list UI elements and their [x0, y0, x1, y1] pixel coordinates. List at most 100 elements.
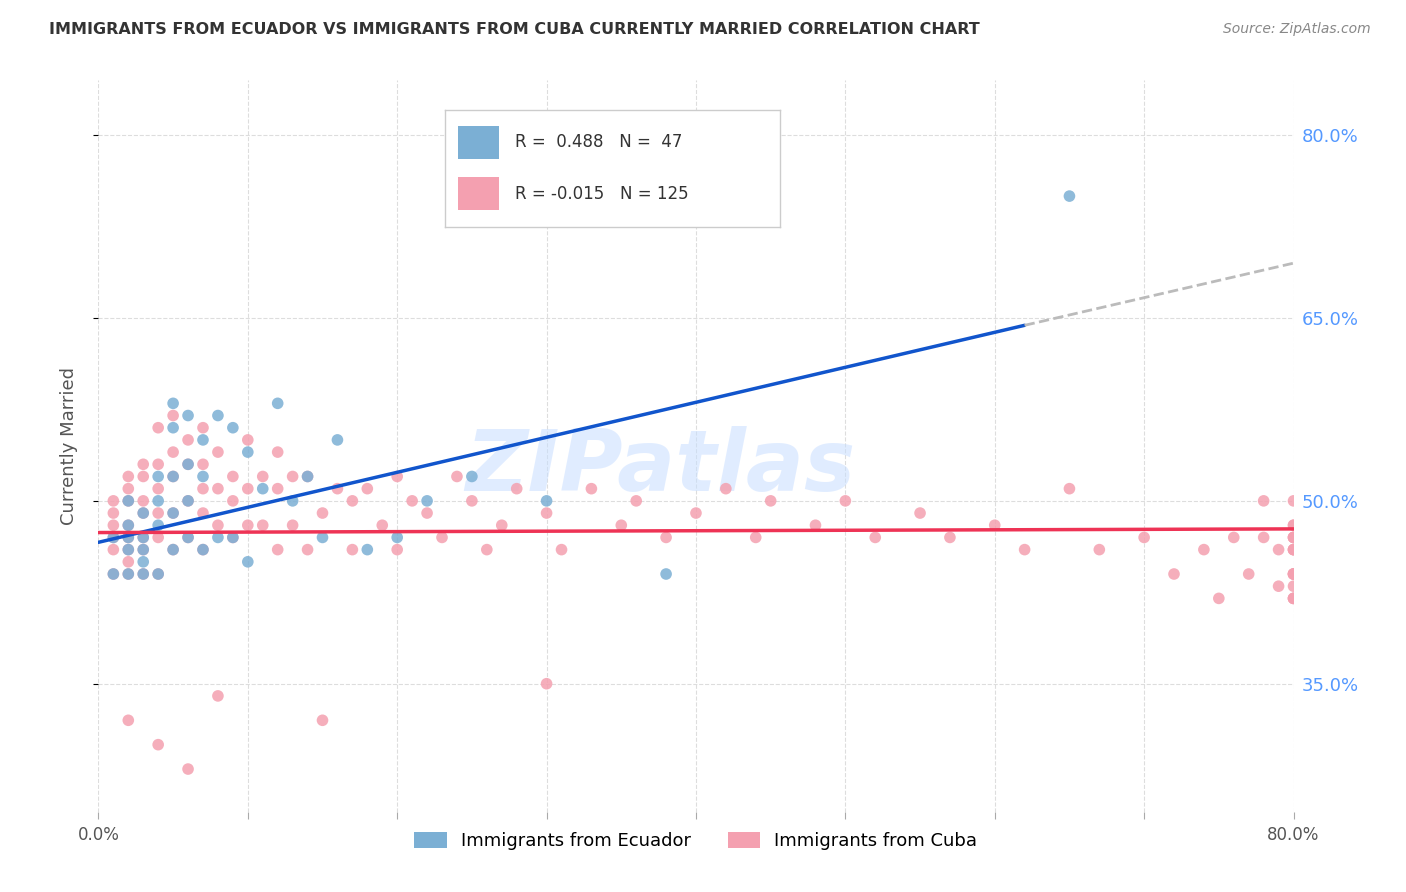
Point [103, 542, 125, 557]
Point [297, 542, 319, 557]
Point [461, 469, 484, 483]
Point [117, 555, 139, 569]
Point [610, 518, 633, 533]
Point [714, 482, 737, 496]
Point [865, 530, 887, 544]
Point [236, 445, 259, 459]
Point [581, 482, 603, 496]
Point [326, 482, 349, 496]
Point [385, 469, 409, 483]
Point [416, 493, 439, 508]
Point [804, 518, 827, 533]
Point [222, 530, 245, 544]
Point [207, 518, 229, 533]
Point [103, 518, 125, 533]
Point [148, 567, 170, 582]
Point [655, 530, 678, 544]
Point [207, 409, 229, 423]
Point [1223, 530, 1246, 544]
Point [506, 482, 529, 496]
Point [148, 482, 170, 496]
Point [162, 542, 184, 557]
Point [1267, 542, 1289, 557]
Point [191, 469, 214, 483]
Point [117, 493, 139, 508]
Point [267, 445, 290, 459]
Point [177, 409, 200, 423]
Point [207, 689, 229, 703]
Point [342, 493, 364, 508]
Point [1282, 542, 1305, 557]
Point [103, 567, 125, 582]
Point [1237, 567, 1260, 582]
Point [1253, 530, 1275, 544]
Point [371, 518, 394, 533]
Point [148, 530, 170, 544]
Point [222, 530, 245, 544]
Point [281, 469, 304, 483]
Point [236, 482, 259, 496]
Point [1059, 189, 1081, 203]
Point [148, 506, 170, 520]
Point [1088, 542, 1111, 557]
Point [252, 518, 274, 533]
Point [939, 530, 962, 544]
Point [401, 493, 423, 508]
Point [1133, 530, 1156, 544]
Y-axis label: Currently Married: Currently Married [59, 367, 77, 525]
Point [297, 469, 319, 483]
Point [311, 506, 333, 520]
Text: ZIPatlas: ZIPatlas [465, 426, 855, 509]
Point [475, 542, 498, 557]
Point [162, 409, 184, 423]
Point [1282, 518, 1305, 533]
Point [191, 482, 214, 496]
Point [385, 542, 409, 557]
Point [177, 493, 200, 508]
Point [117, 567, 139, 582]
Point [1192, 542, 1215, 557]
Point [207, 482, 229, 496]
Point [759, 493, 782, 508]
Point [1163, 567, 1185, 582]
Point [1282, 530, 1305, 544]
Point [191, 542, 214, 557]
Point [132, 469, 155, 483]
Point [132, 542, 155, 557]
Point [267, 396, 290, 410]
Point [117, 542, 139, 557]
Point [1282, 530, 1305, 544]
Point [326, 433, 349, 447]
Point [148, 493, 170, 508]
Point [1014, 542, 1036, 557]
Point [207, 445, 229, 459]
Point [1253, 493, 1275, 508]
Point [1282, 518, 1305, 533]
Point [148, 567, 170, 582]
Point [117, 482, 139, 496]
Point [177, 457, 200, 471]
Point [222, 420, 245, 434]
Point [191, 542, 214, 557]
Point [1282, 591, 1305, 606]
Point [1059, 482, 1081, 496]
Point [984, 518, 1007, 533]
Point [117, 518, 139, 533]
Point [132, 567, 155, 582]
Text: IMMIGRANTS FROM ECUADOR VS IMMIGRANTS FROM CUBA CURRENTLY MARRIED CORRELATION CH: IMMIGRANTS FROM ECUADOR VS IMMIGRANTS FR… [49, 22, 980, 37]
Legend: Immigrants from Ecuador, Immigrants from Cuba: Immigrants from Ecuador, Immigrants from… [408, 825, 984, 857]
Point [908, 506, 931, 520]
Point [162, 542, 184, 557]
Point [117, 567, 139, 582]
Point [132, 530, 155, 544]
Point [148, 518, 170, 533]
Text: Source: ZipAtlas.com: Source: ZipAtlas.com [1223, 22, 1371, 37]
Point [356, 542, 378, 557]
Point [103, 567, 125, 582]
Point [491, 518, 513, 533]
Point [162, 396, 184, 410]
Point [191, 433, 214, 447]
Point [103, 530, 125, 544]
Point [191, 420, 214, 434]
Point [132, 567, 155, 582]
